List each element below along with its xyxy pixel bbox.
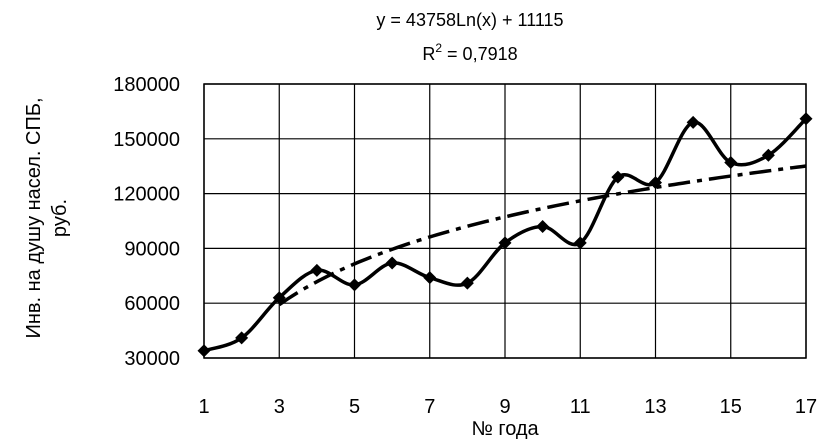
x-tick-label: 5 [349,396,360,418]
data-point-marker [385,256,399,270]
y-tick-label: 60000 [124,293,180,315]
y-tick-label: 90000 [124,238,180,260]
y-axis-title: Инв. на душу насел. СПБ, руб. [23,97,71,338]
x-tick-label: 15 [720,396,742,418]
y-axis-title-line-1: Инв. на душу насел. СПБ, [23,97,45,338]
data-point-marker [348,278,361,292]
x-tick-label: 1 [198,396,209,418]
x-tick-label: 3 [274,396,285,418]
plot-frame [203,83,807,359]
y-tick-label: 150000 [113,129,180,151]
data-point-marker [573,236,587,250]
data-point-marker [423,271,437,285]
x-tick-label: 9 [499,396,510,418]
trendline-equation: y = 43758Ln(x) + 11115 [376,10,563,30]
r-squared-letter: R [422,44,435,64]
data-point-marker [799,112,813,126]
x-axis-title: № года [471,418,539,439]
data-point-marker [460,276,474,290]
data-point-marker [498,236,512,250]
grid [203,83,807,359]
data-point-marker [235,331,249,345]
x-tick-label: 7 [424,396,435,418]
data-point-marker [761,148,775,162]
trendline [278,164,807,307]
y-tick-label: 120000 [113,184,180,206]
data-point-marker [724,156,738,170]
y-tick-label: 30000 [124,348,180,370]
r-squared-value: = 0,7918 [442,44,518,64]
r-squared-exponent: 2 [435,41,442,55]
y-tick-label: 180000 [113,74,180,96]
data-point-marker [536,219,550,233]
series-layer [197,112,813,358]
data-point-marker [686,115,700,129]
y-tick-labels: 30000 60000 90000 120000 150000 180000 [113,74,180,370]
x-tick-label: 13 [644,396,666,418]
trendline-r-squared: R2 = 0,7918 [422,41,517,64]
data-point-marker [310,263,324,277]
data-point-marker [272,291,286,305]
x-tick-label: 17 [795,396,817,418]
y-axis-title-line-2: руб. [49,199,71,237]
trendline-layer [278,164,807,307]
x-tick-label: 11 [570,396,591,418]
data-point-marker [611,170,625,184]
data-point-marker [197,344,211,358]
x-tick-labels: 1 3 5 7 9 11 13 15 17 [198,396,817,418]
data-point-marker [649,176,662,190]
